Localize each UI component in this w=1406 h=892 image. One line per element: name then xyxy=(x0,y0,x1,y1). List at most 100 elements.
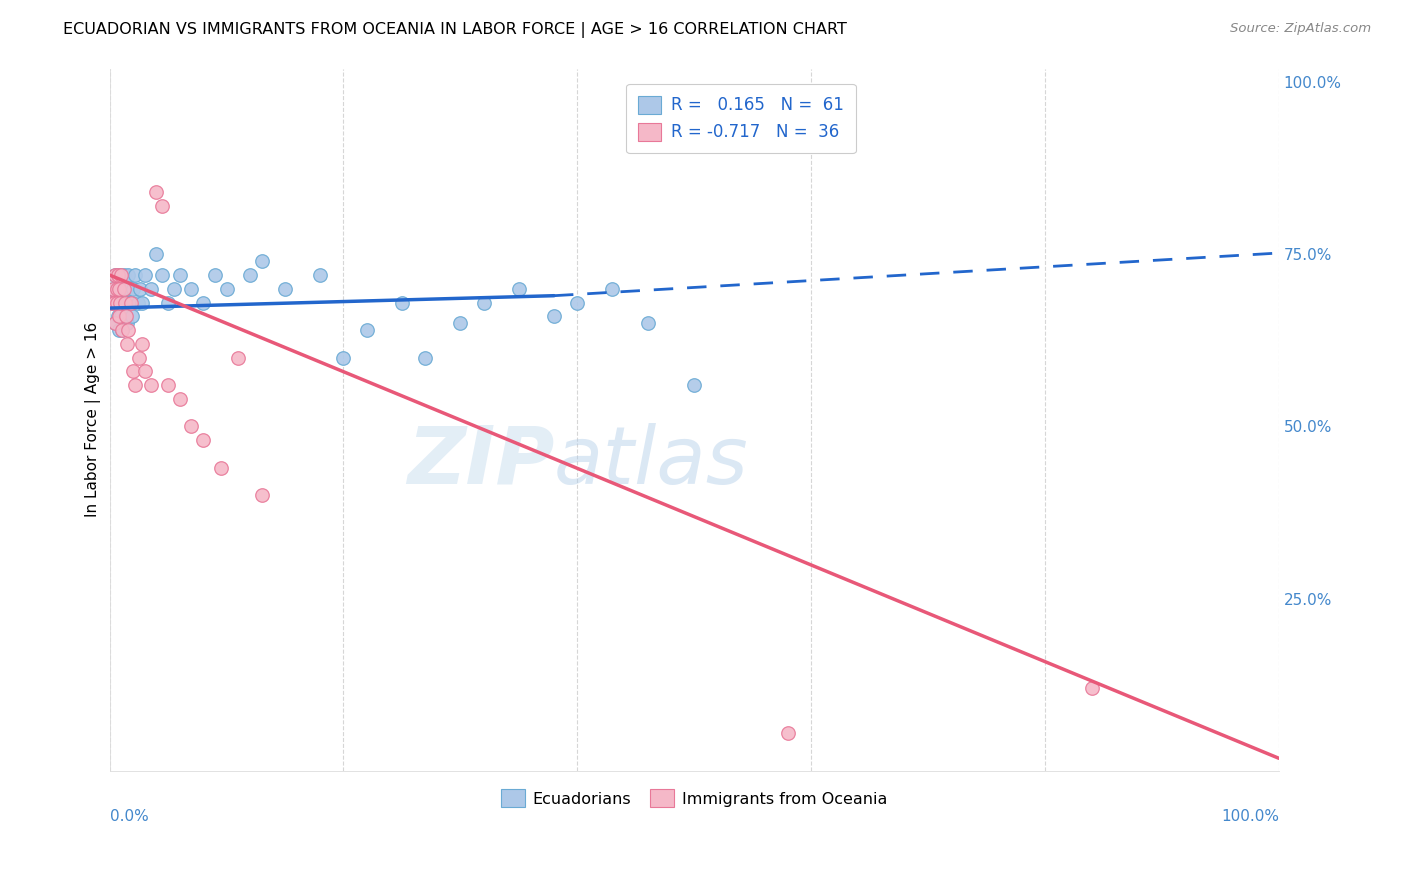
Point xyxy=(122,364,145,378)
Point xyxy=(215,282,238,296)
Point xyxy=(139,282,162,296)
Point xyxy=(209,460,232,475)
Point xyxy=(105,295,128,310)
Point xyxy=(117,268,139,282)
Point xyxy=(683,378,706,392)
Point xyxy=(120,295,142,310)
Point xyxy=(449,316,471,330)
Point xyxy=(108,295,131,310)
Point xyxy=(108,282,131,296)
Point xyxy=(543,310,565,324)
Point xyxy=(250,254,273,268)
Point xyxy=(127,295,149,310)
Point xyxy=(117,323,139,337)
Point xyxy=(239,268,262,282)
Point xyxy=(169,268,191,282)
Point xyxy=(193,295,215,310)
Text: Source: ZipAtlas.com: Source: ZipAtlas.com xyxy=(1230,22,1371,36)
Point xyxy=(114,310,136,324)
Point xyxy=(472,295,495,310)
Point xyxy=(274,282,297,296)
Point xyxy=(110,282,132,296)
Point xyxy=(108,310,131,324)
Point xyxy=(309,268,332,282)
Point xyxy=(332,351,354,365)
Text: ZIP: ZIP xyxy=(406,423,554,500)
Point xyxy=(204,268,226,282)
Point xyxy=(101,282,124,296)
Point xyxy=(129,282,152,296)
Point xyxy=(602,282,624,296)
Point xyxy=(124,268,146,282)
Point xyxy=(131,295,153,310)
Point xyxy=(114,295,136,310)
Point xyxy=(107,268,129,282)
Point xyxy=(180,282,202,296)
Point xyxy=(163,282,186,296)
Point xyxy=(226,351,249,365)
Point xyxy=(107,268,129,282)
Point xyxy=(1081,681,1104,695)
Point xyxy=(108,282,131,296)
Text: 100.0%: 100.0% xyxy=(1220,809,1279,824)
Point xyxy=(120,295,142,310)
Point xyxy=(103,295,125,310)
Point xyxy=(117,295,139,310)
Point xyxy=(111,323,134,337)
Point xyxy=(150,199,173,213)
Point xyxy=(108,295,131,310)
Point xyxy=(118,282,141,296)
Point xyxy=(108,323,131,337)
Point xyxy=(112,295,135,310)
Text: ECUADORIAN VS IMMIGRANTS FROM OCEANIA IN LABOR FORCE | AGE > 16 CORRELATION CHAR: ECUADORIAN VS IMMIGRANTS FROM OCEANIA IN… xyxy=(63,22,848,38)
Point xyxy=(112,282,135,296)
Point xyxy=(356,323,378,337)
Point xyxy=(157,295,180,310)
Point xyxy=(110,310,132,324)
Point xyxy=(121,310,143,324)
Point xyxy=(145,186,167,200)
Point xyxy=(128,351,150,365)
Point xyxy=(250,488,273,502)
Point xyxy=(115,316,138,330)
Y-axis label: In Labor Force | Age > 16: In Labor Force | Age > 16 xyxy=(86,322,101,517)
Point xyxy=(139,378,162,392)
Point xyxy=(105,295,128,310)
Point xyxy=(104,268,127,282)
Point xyxy=(145,247,167,261)
Point xyxy=(122,282,145,296)
Point xyxy=(115,282,138,296)
Point xyxy=(415,351,437,365)
Point xyxy=(111,295,134,310)
Point xyxy=(124,378,146,392)
Point xyxy=(776,726,799,740)
Point xyxy=(134,268,156,282)
Point xyxy=(104,268,127,282)
Point xyxy=(101,282,124,296)
Point xyxy=(105,282,128,296)
Point xyxy=(108,268,131,282)
Point xyxy=(112,268,135,282)
Point xyxy=(114,282,136,296)
Point xyxy=(180,419,202,434)
Point xyxy=(391,295,413,310)
Point xyxy=(115,295,138,310)
Point xyxy=(104,316,127,330)
Point xyxy=(193,434,215,448)
Point xyxy=(134,364,156,378)
Point xyxy=(115,337,138,351)
Text: atlas: atlas xyxy=(554,423,749,500)
Point xyxy=(107,310,129,324)
Point xyxy=(150,268,173,282)
Point xyxy=(104,316,127,330)
Point xyxy=(169,392,191,406)
Point xyxy=(103,295,125,310)
Point xyxy=(567,295,589,310)
Point xyxy=(115,310,138,324)
Point xyxy=(111,323,134,337)
Text: 0.0%: 0.0% xyxy=(110,809,149,824)
Point xyxy=(131,337,153,351)
Point xyxy=(101,295,124,310)
Legend: Ecuadorians, Immigrants from Oceania: Ecuadorians, Immigrants from Oceania xyxy=(495,783,894,814)
Point xyxy=(157,378,180,392)
